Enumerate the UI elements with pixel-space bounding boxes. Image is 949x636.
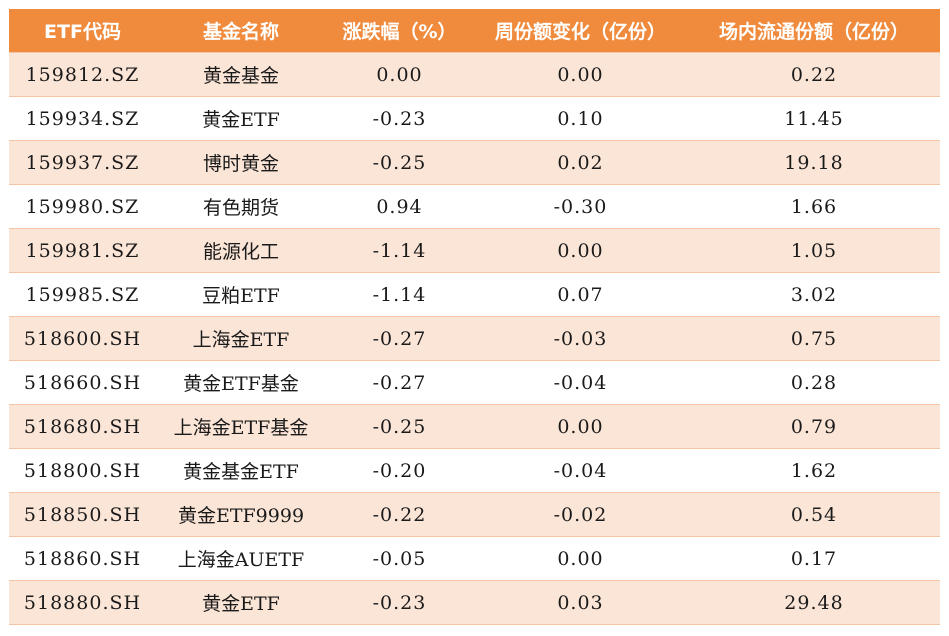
cell-change-pct: -0.23 — [326, 580, 473, 625]
cell-floating-shares: 29.48 — [688, 580, 940, 625]
table-row: 518680.SH 上海金ETF基金 -0.25 0.00 0.79 — [9, 404, 940, 449]
cell-etf-code: 518800.SH — [9, 448, 156, 493]
table-row: 159812.SZ 黄金基金 0.00 0.00 0.22 — [9, 52, 940, 97]
cell-change-pct: 0.94 — [326, 184, 473, 229]
cell-floating-shares: 1.62 — [688, 448, 940, 493]
table-row: 518600.SH 上海金ETF -0.27 -0.03 0.75 — [9, 316, 940, 361]
cell-etf-code: 159812.SZ — [9, 52, 156, 97]
header-weekly-share-change: 周份额变化（亿份） — [473, 9, 688, 53]
cell-fund-name: 有色期货 — [156, 184, 326, 229]
table-row: 159981.SZ 能源化工 -1.14 0.00 1.05 — [9, 228, 940, 273]
cell-change-pct: 0.00 — [326, 52, 473, 97]
header-fund-name: 基金名称 — [156, 9, 326, 53]
cell-floating-shares: 0.75 — [688, 316, 940, 361]
header-floating-shares: 场内流通份额（亿份） — [688, 9, 940, 53]
cell-floating-shares: 0.54 — [688, 492, 940, 537]
cell-fund-name: 黄金ETF — [156, 580, 326, 625]
cell-change-pct: -0.27 — [326, 316, 473, 361]
cell-change-pct: -0.27 — [326, 360, 473, 405]
cell-etf-code: 159980.SZ — [9, 184, 156, 229]
cell-floating-shares: 0.28 — [688, 360, 940, 405]
cell-weekly-share-change: -0.30 — [473, 184, 688, 229]
table-row: 159934.SZ 黄金ETF -0.23 0.10 11.45 — [9, 96, 940, 141]
cell-fund-name: 上海金ETF — [156, 316, 326, 361]
cell-fund-name: 黄金ETF9999 — [156, 492, 326, 537]
cell-fund-name: 黄金基金 — [156, 52, 326, 97]
cell-etf-code: 518600.SH — [9, 316, 156, 361]
cell-etf-code: 518680.SH — [9, 404, 156, 449]
etf-share-table: ETF代码 基金名称 涨跌幅（%） 周份额变化（亿份） 场内流通份额（亿份） 1… — [9, 9, 940, 625]
table-row: 159937.SZ 博时黄金 -0.25 0.02 19.18 — [9, 140, 940, 185]
cell-etf-code: 159981.SZ — [9, 228, 156, 273]
cell-floating-shares: 19.18 — [688, 140, 940, 185]
cell-change-pct: -1.14 — [326, 272, 473, 317]
cell-weekly-share-change: 0.00 — [473, 52, 688, 97]
cell-etf-code: 518880.SH — [9, 580, 156, 625]
cell-change-pct: -0.22 — [326, 492, 473, 537]
cell-etf-code: 518660.SH — [9, 360, 156, 405]
table-row: 518660.SH 黄金ETF基金 -0.27 -0.04 0.28 — [9, 360, 940, 405]
etf-share-table-container: ETF代码 基金名称 涨跌幅（%） 周份额变化（亿份） 场内流通份额（亿份） 1… — [9, 9, 940, 625]
cell-fund-name: 黄金基金ETF — [156, 448, 326, 493]
cell-weekly-share-change: 0.07 — [473, 272, 688, 317]
header-etf-code: ETF代码 — [9, 9, 156, 53]
table-header: ETF代码 基金名称 涨跌幅（%） 周份额变化（亿份） 场内流通份额（亿份） — [9, 9, 940, 53]
cell-weekly-share-change: -0.04 — [473, 448, 688, 493]
cell-floating-shares: 1.05 — [688, 228, 940, 273]
cell-floating-shares: 11.45 — [688, 96, 940, 141]
cell-floating-shares: 0.17 — [688, 536, 940, 581]
cell-change-pct: -0.05 — [326, 536, 473, 581]
cell-etf-code: 159985.SZ — [9, 272, 156, 317]
cell-weekly-share-change: -0.02 — [473, 492, 688, 537]
cell-change-pct: -0.20 — [326, 448, 473, 493]
cell-weekly-share-change: 0.00 — [473, 404, 688, 449]
cell-weekly-share-change: 0.10 — [473, 96, 688, 141]
table-row: 518860.SH 上海金AUETF -0.05 0.00 0.17 — [9, 536, 940, 581]
table-row: 518850.SH 黄金ETF9999 -0.22 -0.02 0.54 — [9, 492, 940, 537]
cell-fund-name: 豆粕ETF — [156, 272, 326, 317]
cell-weekly-share-change: -0.04 — [473, 360, 688, 405]
cell-floating-shares: 0.79 — [688, 404, 940, 449]
cell-change-pct: -0.25 — [326, 404, 473, 449]
header-change-pct: 涨跌幅（%） — [326, 9, 473, 53]
header-row: ETF代码 基金名称 涨跌幅（%） 周份额变化（亿份） 场内流通份额（亿份） — [9, 9, 940, 53]
cell-etf-code: 159937.SZ — [9, 140, 156, 185]
cell-weekly-share-change: 0.00 — [473, 228, 688, 273]
table-row: 518800.SH 黄金基金ETF -0.20 -0.04 1.62 — [9, 448, 940, 493]
table-body: 159812.SZ 黄金基金 0.00 0.00 0.22 159934.SZ 黄金ETF -… — [9, 52, 940, 625]
cell-weekly-share-change: 0.02 — [473, 140, 688, 185]
cell-etf-code: 518860.SH — [9, 536, 156, 581]
cell-change-pct: -0.23 — [326, 96, 473, 141]
table-row: 159985.SZ 豆粕ETF -1.14 0.07 3.02 — [9, 272, 940, 317]
cell-fund-name: 博时黄金 — [156, 140, 326, 185]
cell-weekly-share-change: 0.00 — [473, 536, 688, 581]
table-row: 518880.SH 黄金ETF -0.23 0.03 29.48 — [9, 580, 940, 625]
cell-floating-shares: 0.22 — [688, 52, 940, 97]
cell-floating-shares: 3.02 — [688, 272, 940, 317]
cell-fund-name: 上海金ETF基金 — [156, 404, 326, 449]
cell-weekly-share-change: -0.03 — [473, 316, 688, 361]
cell-fund-name: 上海金AUETF — [156, 536, 326, 581]
cell-etf-code: 518850.SH — [9, 492, 156, 537]
cell-weekly-share-change: 0.03 — [473, 580, 688, 625]
cell-change-pct: -1.14 — [326, 228, 473, 273]
cell-floating-shares: 1.66 — [688, 184, 940, 229]
cell-fund-name: 能源化工 — [156, 228, 326, 273]
cell-fund-name: 黄金ETF基金 — [156, 360, 326, 405]
cell-etf-code: 159934.SZ — [9, 96, 156, 141]
table-row: 159980.SZ 有色期货 0.94 -0.30 1.66 — [9, 184, 940, 229]
cell-fund-name: 黄金ETF — [156, 96, 326, 141]
cell-change-pct: -0.25 — [326, 140, 473, 185]
